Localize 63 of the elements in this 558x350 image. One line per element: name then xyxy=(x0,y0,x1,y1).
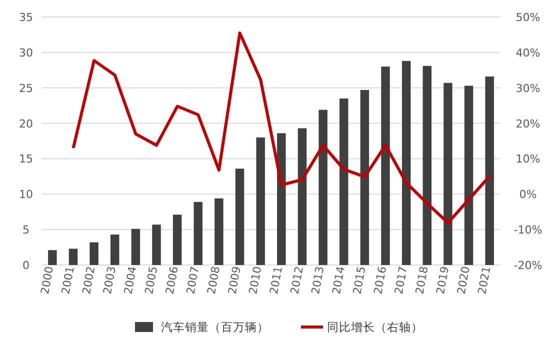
bar xyxy=(48,250,57,265)
y2-tick-label: 20% xyxy=(516,117,540,130)
bar xyxy=(381,66,390,265)
bar xyxy=(339,98,348,265)
bar xyxy=(485,76,494,265)
bar xyxy=(422,66,432,265)
x-tick-label: 2008 xyxy=(204,265,223,296)
x-tick-label: 2018 xyxy=(413,265,431,296)
x-tick-label: 2019 xyxy=(434,265,452,296)
x-tick-label: 2003 xyxy=(100,265,119,296)
legend-label: 同比增长（右轴） xyxy=(327,320,423,334)
bar xyxy=(110,234,120,265)
y-tick-label: 25 xyxy=(19,82,33,95)
y-tick-label: 30 xyxy=(19,46,33,60)
x-tick-label: 2011 xyxy=(267,265,286,296)
bar xyxy=(298,128,307,265)
x-tick-label: 2020 xyxy=(454,265,472,296)
y-tick-label: 10 xyxy=(19,188,33,202)
bar xyxy=(194,202,203,265)
bar xyxy=(152,224,161,265)
x-tick-label: 2012 xyxy=(288,265,306,296)
y-tick-label: 20 xyxy=(19,117,33,130)
x-tick-label: 2005 xyxy=(142,265,160,296)
x-tick-label: 2007 xyxy=(184,265,202,296)
y-tick-label: 5 xyxy=(22,224,30,237)
bar xyxy=(360,90,370,265)
x-tick-label: 2016 xyxy=(371,265,390,296)
x-tick-label: 2000 xyxy=(38,265,56,296)
bar xyxy=(464,86,474,265)
x-tick-label: 2017 xyxy=(392,265,410,296)
bar xyxy=(402,60,411,265)
y2-tick-label: 50% xyxy=(516,11,540,24)
y2-tick-label: 10% xyxy=(516,152,540,166)
bar xyxy=(131,228,140,265)
x-tick-label: 2002 xyxy=(80,265,98,296)
bar xyxy=(318,110,328,265)
bar xyxy=(90,242,98,265)
y-tick-label: 15 xyxy=(19,152,33,166)
bar xyxy=(68,248,78,265)
bar xyxy=(444,82,452,265)
y2-tick-label: 0% xyxy=(519,188,537,202)
x-tick-label: 2014 xyxy=(330,265,348,296)
legend-label: 汽车销量（百万辆） xyxy=(161,320,269,334)
x-tick-label: 2021 xyxy=(476,265,494,296)
x-tick-label: 2013 xyxy=(309,265,327,296)
line-series xyxy=(72,31,492,224)
bar xyxy=(172,214,182,265)
y2-tick-label: 30% xyxy=(516,82,540,95)
x-tick-label: 2001 xyxy=(59,265,77,296)
bar xyxy=(256,137,265,265)
bar xyxy=(214,198,224,265)
y2-tick-label: -10% xyxy=(514,224,542,237)
x-tick-label: 2015 xyxy=(350,265,368,296)
y-tick-label: 35 xyxy=(19,11,33,24)
x-tick-label: 2004 xyxy=(122,265,140,296)
bar xyxy=(235,168,244,265)
y-tick-label: 0 xyxy=(22,259,30,272)
y2-tick-label: 40% xyxy=(516,46,540,60)
x-tick-label: 2006 xyxy=(163,265,181,296)
x-tick-label: 2009 xyxy=(226,265,244,296)
y2-tick-label: -20% xyxy=(514,259,542,272)
bar xyxy=(277,133,286,265)
x-tick-label: 2010 xyxy=(246,265,264,296)
